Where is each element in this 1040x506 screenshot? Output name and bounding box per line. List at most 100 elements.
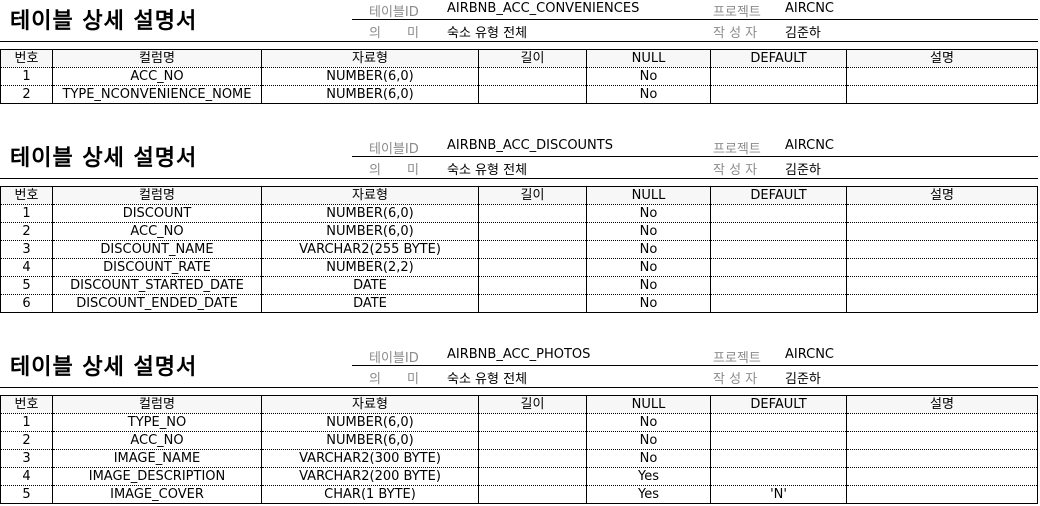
cell-default xyxy=(710,294,847,313)
header-divider xyxy=(0,387,1038,388)
cell-length xyxy=(478,294,587,313)
cell-default xyxy=(710,276,847,295)
meta-divider xyxy=(352,19,1038,20)
cell-no: 4 xyxy=(0,258,53,277)
cell-column-name: ACC_NO xyxy=(52,431,262,450)
cell-null: Yes xyxy=(586,467,711,486)
cell-no: 1 xyxy=(0,204,53,223)
cell-description xyxy=(846,294,1038,313)
cell-default xyxy=(710,467,847,486)
cell-description xyxy=(846,467,1038,486)
table-row: 5 DISCOUNT_STARTED_DATE DATE No xyxy=(0,276,1038,295)
cell-null: Yes xyxy=(586,485,711,504)
cell-column-name: DISCOUNT_STARTED_DATE xyxy=(52,276,262,295)
cell-description xyxy=(846,431,1038,450)
cell-column-name: DISCOUNT_RATE xyxy=(52,258,262,277)
cell-length xyxy=(478,431,587,450)
cell-length xyxy=(478,222,587,241)
table-row: 4 IMAGE_DESCRIPTION VARCHAR2(200 BYTE) Y… xyxy=(0,467,1038,486)
cell-description xyxy=(846,413,1038,432)
cell-data-type: NUMBER(6,0) xyxy=(261,431,479,450)
cell-default xyxy=(710,85,847,104)
meta-divider xyxy=(352,365,1038,366)
cell-column-name: TYPE_NCONVENIENCE_NOME xyxy=(52,85,262,104)
meaning-value: 숙소 유형 전체 xyxy=(447,26,528,41)
table-row: 2 ACC_NO NUMBER(6,0) No xyxy=(0,222,1038,241)
cell-default xyxy=(710,431,847,450)
meaning-value: 숙소 유형 전체 xyxy=(447,372,528,387)
cell-description xyxy=(846,240,1038,259)
header-default: DEFAULT xyxy=(710,49,847,68)
cell-no: 2 xyxy=(0,431,53,450)
header-data-type: 자료형 xyxy=(261,395,479,414)
header-null: NULL xyxy=(586,49,711,68)
table-spec-section-2: 테이블 상세 설명서 테이블ID AIRBNB_ACC_DISCOUNTS 프로… xyxy=(0,137,1040,317)
cell-data-type: CHAR(1 BYTE) xyxy=(261,485,479,504)
header-default: DEFAULT xyxy=(710,186,847,205)
table-row: 1 DISCOUNT NUMBER(6,0) No xyxy=(0,204,1038,223)
cell-null: No xyxy=(586,449,711,468)
author-label: 작 성 자 xyxy=(713,26,758,41)
cell-no: 4 xyxy=(0,467,53,486)
cell-data-type: VARCHAR2(300 BYTE) xyxy=(261,449,479,468)
cell-column-name: DISCOUNT xyxy=(52,204,262,223)
meaning-label: 의 미 xyxy=(369,163,419,178)
cell-default: 'N' xyxy=(710,485,847,504)
cell-length xyxy=(478,276,587,295)
cell-default xyxy=(710,413,847,432)
cell-default xyxy=(710,258,847,277)
table-id-value: AIRBNB_ACC_DISCOUNTS xyxy=(447,138,613,153)
header-column-name: 컬럼명 xyxy=(52,186,262,205)
cell-default xyxy=(710,222,847,241)
cell-length xyxy=(478,85,587,104)
cell-description xyxy=(846,222,1038,241)
author-label: 작 성 자 xyxy=(713,163,758,178)
header-null: NULL xyxy=(586,395,711,414)
cell-data-type: NUMBER(6,0) xyxy=(261,85,479,104)
cell-data-type: DATE xyxy=(261,276,479,295)
meaning-label: 의 미 xyxy=(369,26,419,41)
cell-data-type: DATE xyxy=(261,294,479,313)
project-label: 프로젝트 xyxy=(713,142,761,157)
cell-description xyxy=(846,276,1038,295)
table-row: 2 TYPE_NCONVENIENCE_NOME NUMBER(6,0) No xyxy=(0,85,1038,104)
table-spec-section-3: 테이블 상세 설명서 테이블ID AIRBNB_ACC_PHOTOS 프로젝트 … xyxy=(0,346,1040,506)
cell-default xyxy=(710,67,847,86)
cell-description xyxy=(846,449,1038,468)
column-spec-table: 번호 컬럼명 자료형 길이 NULL DEFAULT 설명 1 DISCOUNT… xyxy=(0,186,1038,313)
cell-data-type: NUMBER(6,0) xyxy=(261,222,479,241)
table-row: 3 IMAGE_NAME VARCHAR2(300 BYTE) No xyxy=(0,449,1038,468)
cell-null: No xyxy=(586,240,711,259)
header-column-name: 컬럼명 xyxy=(52,49,262,68)
header-no: 번호 xyxy=(0,395,53,414)
cell-null: No xyxy=(586,204,711,223)
cell-null: No xyxy=(586,258,711,277)
header-divider xyxy=(0,178,1038,179)
table-header-row: 번호 컬럼명 자료형 길이 NULL DEFAULT 설명 xyxy=(0,395,1038,414)
header-description: 설명 xyxy=(846,49,1038,68)
table-row: 2 ACC_NO NUMBER(6,0) No xyxy=(0,431,1038,450)
cell-column-name: TYPE_NO xyxy=(52,413,262,432)
cell-column-name: ACC_NO xyxy=(52,67,262,86)
project-label: 프로젝트 xyxy=(713,5,761,20)
cell-length xyxy=(478,449,587,468)
cell-data-type: VARCHAR2(200 BYTE) xyxy=(261,467,479,486)
cell-no: 1 xyxy=(0,67,53,86)
cell-default xyxy=(710,204,847,223)
doc-title: 테이블 상세 설명서 xyxy=(10,355,198,380)
cell-null: No xyxy=(586,294,711,313)
cell-length xyxy=(478,240,587,259)
meaning-value: 숙소 유형 전체 xyxy=(447,163,528,178)
cell-column-name: DISCOUNT_NAME xyxy=(52,240,262,259)
header-data-type: 자료형 xyxy=(261,49,479,68)
table-row: 6 DISCOUNT_ENDED_DATE DATE No xyxy=(0,294,1038,313)
header-default: DEFAULT xyxy=(710,395,847,414)
doc-title: 테이블 상세 설명서 xyxy=(10,146,198,171)
table-row: 5 IMAGE_COVER CHAR(1 BYTE) Yes 'N' xyxy=(0,485,1038,504)
author-label: 작 성 자 xyxy=(713,372,758,387)
header-length: 길이 xyxy=(478,49,587,68)
header-length: 길이 xyxy=(478,395,587,414)
cell-column-name: IMAGE_NAME xyxy=(52,449,262,468)
project-value: AIRCNC xyxy=(785,1,834,16)
table-spec-section-1: 테이블 상세 설명서 테이블ID AIRBNB_ACC_CONVENIENCES… xyxy=(0,0,1040,106)
